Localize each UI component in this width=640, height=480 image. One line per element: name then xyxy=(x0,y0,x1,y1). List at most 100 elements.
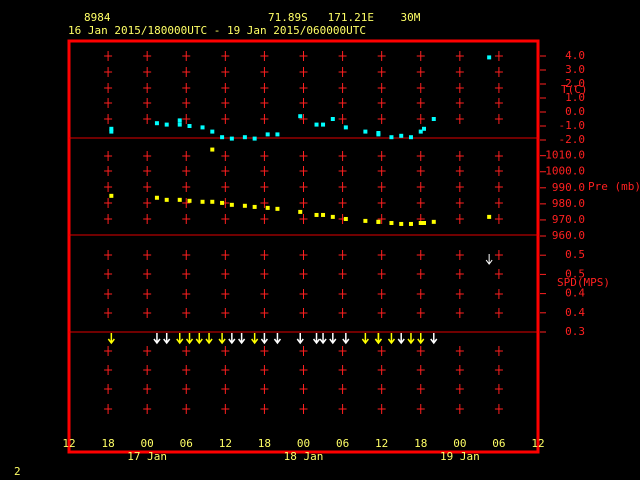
y-tick-label: 970.0 xyxy=(552,213,585,226)
y-axis-label: Pre (mb) xyxy=(588,180,640,193)
data-point xyxy=(399,133,404,138)
wind-direction-arrow xyxy=(218,333,226,345)
data-point xyxy=(242,135,247,140)
data-point xyxy=(275,132,280,137)
y-tick-label: 0.5 xyxy=(565,267,585,280)
data-point xyxy=(187,198,192,203)
data-point xyxy=(154,195,159,200)
x-tick-label: 12 xyxy=(531,437,544,450)
data-point xyxy=(109,193,114,198)
data-point xyxy=(408,135,413,140)
x-tick-label: 06 xyxy=(180,437,193,450)
wind-direction-arrow xyxy=(153,333,161,345)
period: 16 Jan 2015/180000UTC - 19 Jan 2015/0600… xyxy=(68,24,366,37)
data-point xyxy=(389,135,394,140)
data-point xyxy=(422,220,427,225)
x-tick-label: 00 xyxy=(453,437,466,450)
data-point xyxy=(343,125,348,130)
data-point xyxy=(298,114,303,119)
data-point xyxy=(229,136,234,141)
y-tick-label: 2.0 xyxy=(565,77,585,90)
y-tick-label: 980.0 xyxy=(552,197,585,210)
y-tick-label: -2.0 xyxy=(559,133,586,146)
data-point xyxy=(487,55,492,60)
data-point xyxy=(321,122,326,127)
wind-speed-arrow xyxy=(485,254,493,265)
data-point xyxy=(109,126,114,131)
data-point xyxy=(408,221,413,226)
wind-direction-arrow xyxy=(329,333,337,345)
y-axis-label: SPD(MPS) xyxy=(557,276,610,289)
data-point xyxy=(399,221,404,226)
data-point xyxy=(422,126,427,131)
x-tick-label: 06 xyxy=(492,437,505,450)
data-point xyxy=(177,122,182,127)
station-id: 8984 xyxy=(84,11,111,24)
data-point xyxy=(418,129,423,134)
wind-direction-arrow xyxy=(430,333,438,345)
x-tick-label: 00 xyxy=(297,437,310,450)
y-tick-label: 1.0 xyxy=(565,91,585,104)
data-point xyxy=(376,219,381,224)
station-location: 71.89S 171.21E 30M xyxy=(268,11,421,24)
wind-direction-arrow xyxy=(107,333,115,345)
y-tick-label: 4.0 xyxy=(565,49,585,62)
day-label: 19 Jan xyxy=(440,450,480,463)
y-tick-label: 1000.0 xyxy=(545,165,585,178)
wind-direction-arrow xyxy=(163,333,171,345)
data-point xyxy=(321,212,326,217)
data-point xyxy=(187,124,192,128)
x-tick-label: 12 xyxy=(62,437,75,450)
day-label: 18 Jan xyxy=(284,450,324,463)
x-tick-label: 18 xyxy=(258,437,271,450)
data-point xyxy=(418,220,423,225)
data-point xyxy=(314,212,319,217)
data-point xyxy=(154,121,159,126)
data-point xyxy=(242,203,247,208)
data-point xyxy=(487,214,492,219)
data-point xyxy=(252,136,257,141)
data-point xyxy=(177,118,182,123)
y-tick-label: -1.0 xyxy=(559,119,586,132)
data-point xyxy=(431,219,436,224)
wind-direction-arrow xyxy=(407,333,415,345)
wind-direction-arrow xyxy=(296,333,304,345)
y-tick-label: 1010.0 xyxy=(545,149,585,162)
wind-direction-arrow xyxy=(397,333,405,345)
y-tick-label: 0.5 xyxy=(565,248,585,261)
y-tick-label: 0.4 xyxy=(565,306,585,319)
wind-direction-arrow xyxy=(387,333,396,345)
data-point xyxy=(363,129,368,134)
y-axis-label: T(C) xyxy=(561,83,588,96)
wind-direction-arrow xyxy=(176,333,184,345)
data-point xyxy=(210,129,215,134)
day-label: 17 Jan xyxy=(127,450,167,463)
data-point xyxy=(376,132,381,137)
wind-direction-arrow xyxy=(273,333,282,345)
wind-direction-arrow xyxy=(361,333,369,345)
x-tick-label: 12 xyxy=(219,437,232,450)
wind-direction-arrow xyxy=(251,333,259,345)
data-point xyxy=(210,147,215,152)
data-point xyxy=(363,218,368,223)
wind-direction-arrow xyxy=(374,333,383,345)
wind-direction-arrow xyxy=(185,333,194,345)
data-point xyxy=(200,125,205,130)
wind-direction-arrow xyxy=(342,333,350,345)
wind-direction-arrow xyxy=(417,333,425,345)
x-tick-label: 18 xyxy=(101,437,114,450)
data-point xyxy=(220,135,225,140)
x-tick-label: 00 xyxy=(141,437,154,450)
page-number: 2 xyxy=(14,465,21,478)
data-point xyxy=(265,132,270,137)
x-tick-label: 06 xyxy=(336,437,349,450)
y-tick-label: 0.3 xyxy=(565,325,585,338)
wind-direction-arrow xyxy=(312,333,321,345)
data-point xyxy=(210,199,215,204)
data-point xyxy=(200,199,205,204)
data-point xyxy=(343,216,348,221)
data-point xyxy=(177,197,182,202)
wind-direction-arrow xyxy=(238,333,246,345)
data-point xyxy=(265,205,270,210)
y-tick-label: 3.0 xyxy=(565,63,585,76)
